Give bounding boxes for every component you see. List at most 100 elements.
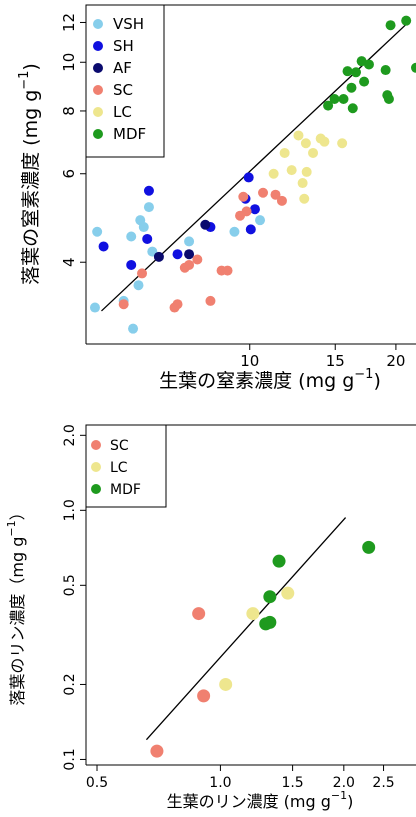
data-point-vsh: [135, 215, 146, 226]
y-tick-label: 10: [60, 53, 78, 72]
data-point-sc: [192, 607, 206, 621]
data-point-mdf: [338, 94, 349, 105]
data-point-sc: [192, 254, 203, 265]
y-tick-label: 0.2: [62, 673, 78, 695]
y-tick-label: 1.0: [62, 499, 78, 521]
data-point-lc: [319, 136, 330, 147]
data-point-mdf: [362, 540, 376, 554]
x-axis-label: 生葉の窒素濃度 (mg g−1): [159, 367, 381, 392]
data-point-mdf: [350, 67, 361, 78]
y-axis-label: 落葉の窒素濃度 (mg g−1): [17, 63, 42, 285]
data-point-sc: [150, 744, 164, 758]
legend-marker-sh: [93, 41, 103, 51]
legend-label-sh: SH: [113, 37, 134, 55]
data-point-mdf: [385, 20, 396, 31]
data-point-sc: [270, 189, 281, 200]
data-point-vsh: [89, 302, 100, 313]
data-point-lc: [219, 677, 233, 691]
data-point-sh: [245, 224, 256, 235]
y-tick-label: 2.0: [62, 424, 78, 446]
data-point-sc: [258, 187, 269, 198]
legend-marker-vsh: [93, 19, 103, 29]
legend: SC LC MDF: [85, 424, 167, 508]
x-tick-label: 10: [240, 352, 259, 370]
data-point-lc: [308, 147, 319, 158]
x-tick-label: 2.0: [333, 775, 355, 791]
data-point-sh: [98, 241, 109, 252]
x-tick-label: 15: [326, 352, 345, 370]
data-point-lc: [297, 178, 308, 189]
data-point-sh: [142, 233, 153, 244]
data-point-sc: [222, 265, 233, 276]
y-tick-label: 12: [60, 13, 78, 32]
data-point-vsh: [255, 215, 266, 226]
y-tick-label: 0.1: [62, 748, 78, 770]
y-tick-label: 8: [60, 106, 78, 116]
x-tick-label: 1.0: [209, 775, 231, 791]
x-tick-label: 0.5: [86, 775, 108, 791]
data-point-mdf: [342, 66, 353, 77]
chart-phosphorus: 0.5 1.0 1.5 2.0 2.5 0.10.20.51.02.0 SCLCMDF …: [5, 424, 416, 811]
data-point-sh: [126, 259, 137, 270]
legend-marker-af: [93, 63, 103, 73]
legend-marker-mdf: [93, 129, 103, 139]
data-point-af: [200, 219, 211, 230]
data-point-vsh: [92, 226, 103, 237]
x-axis-label: 生葉のリン濃度 (mg g−1): [167, 789, 354, 811]
data-point-mdf: [383, 94, 394, 105]
legend-label-sc: SC: [110, 438, 129, 454]
data-point-vsh: [128, 323, 139, 334]
data-point-sh: [172, 249, 183, 260]
data-point-mdf: [263, 615, 277, 629]
data-point-mdf: [401, 15, 412, 26]
data-point-lc: [299, 193, 310, 204]
data-point-mdf: [411, 62, 416, 73]
legend-label-af: AF: [113, 59, 132, 77]
data-point-vsh: [184, 236, 195, 247]
y-tick-label: 4: [60, 257, 78, 267]
data-point-sh: [249, 204, 260, 215]
data-point-mdf: [359, 76, 370, 87]
legend: VSH SH AF SC LC MDF: [85, 4, 165, 158]
data-point-lc: [301, 166, 312, 177]
data-point-mdf: [263, 590, 277, 604]
legend-label-vsh: VSH: [113, 15, 144, 33]
data-point-sc: [276, 195, 287, 206]
data-point-mdf: [323, 100, 334, 111]
legend-marker-sc: [93, 85, 103, 95]
data-point-mdf: [329, 94, 340, 105]
data-point-lc: [246, 607, 260, 621]
y-tick-label: 6: [60, 169, 78, 179]
legend-label-mdf: MDF: [113, 125, 146, 143]
legend-label-lc: LC: [110, 460, 128, 476]
x-tick-label: 20: [386, 352, 405, 370]
legend-marker-lc: [91, 462, 101, 472]
data-point-mdf: [363, 59, 374, 70]
data-point-lc: [268, 168, 279, 179]
data-point-lc: [300, 138, 311, 149]
data-point-vsh: [126, 231, 137, 242]
legend-label-sc: SC: [113, 81, 133, 99]
data-point-sc: [184, 259, 195, 270]
data-point-mdf: [347, 103, 358, 114]
x-tick-label: 1.5: [281, 775, 303, 791]
x-tick-label: 2.5: [372, 775, 394, 791]
data-point-mdf: [380, 65, 391, 76]
data-point-vsh: [143, 202, 154, 213]
data-point-sh: [243, 172, 254, 183]
data-point-lc: [281, 586, 295, 600]
legend-marker-mdf: [91, 484, 101, 494]
data-point-vsh: [133, 280, 144, 291]
data-point-sc: [169, 302, 180, 313]
data-point-lc: [286, 165, 297, 176]
data-point-af: [184, 249, 195, 260]
data-point-vsh: [229, 226, 240, 237]
regression-line: [145, 517, 347, 741]
data-point-sc: [238, 191, 249, 202]
data-point-lc: [293, 130, 304, 141]
y-tick-label: 0.5: [62, 574, 78, 596]
data-point-sc: [137, 268, 148, 279]
legend-marker-sc: [91, 440, 101, 450]
y-axis-label: 落葉のリン濃度（mg g−1）: [5, 504, 27, 705]
